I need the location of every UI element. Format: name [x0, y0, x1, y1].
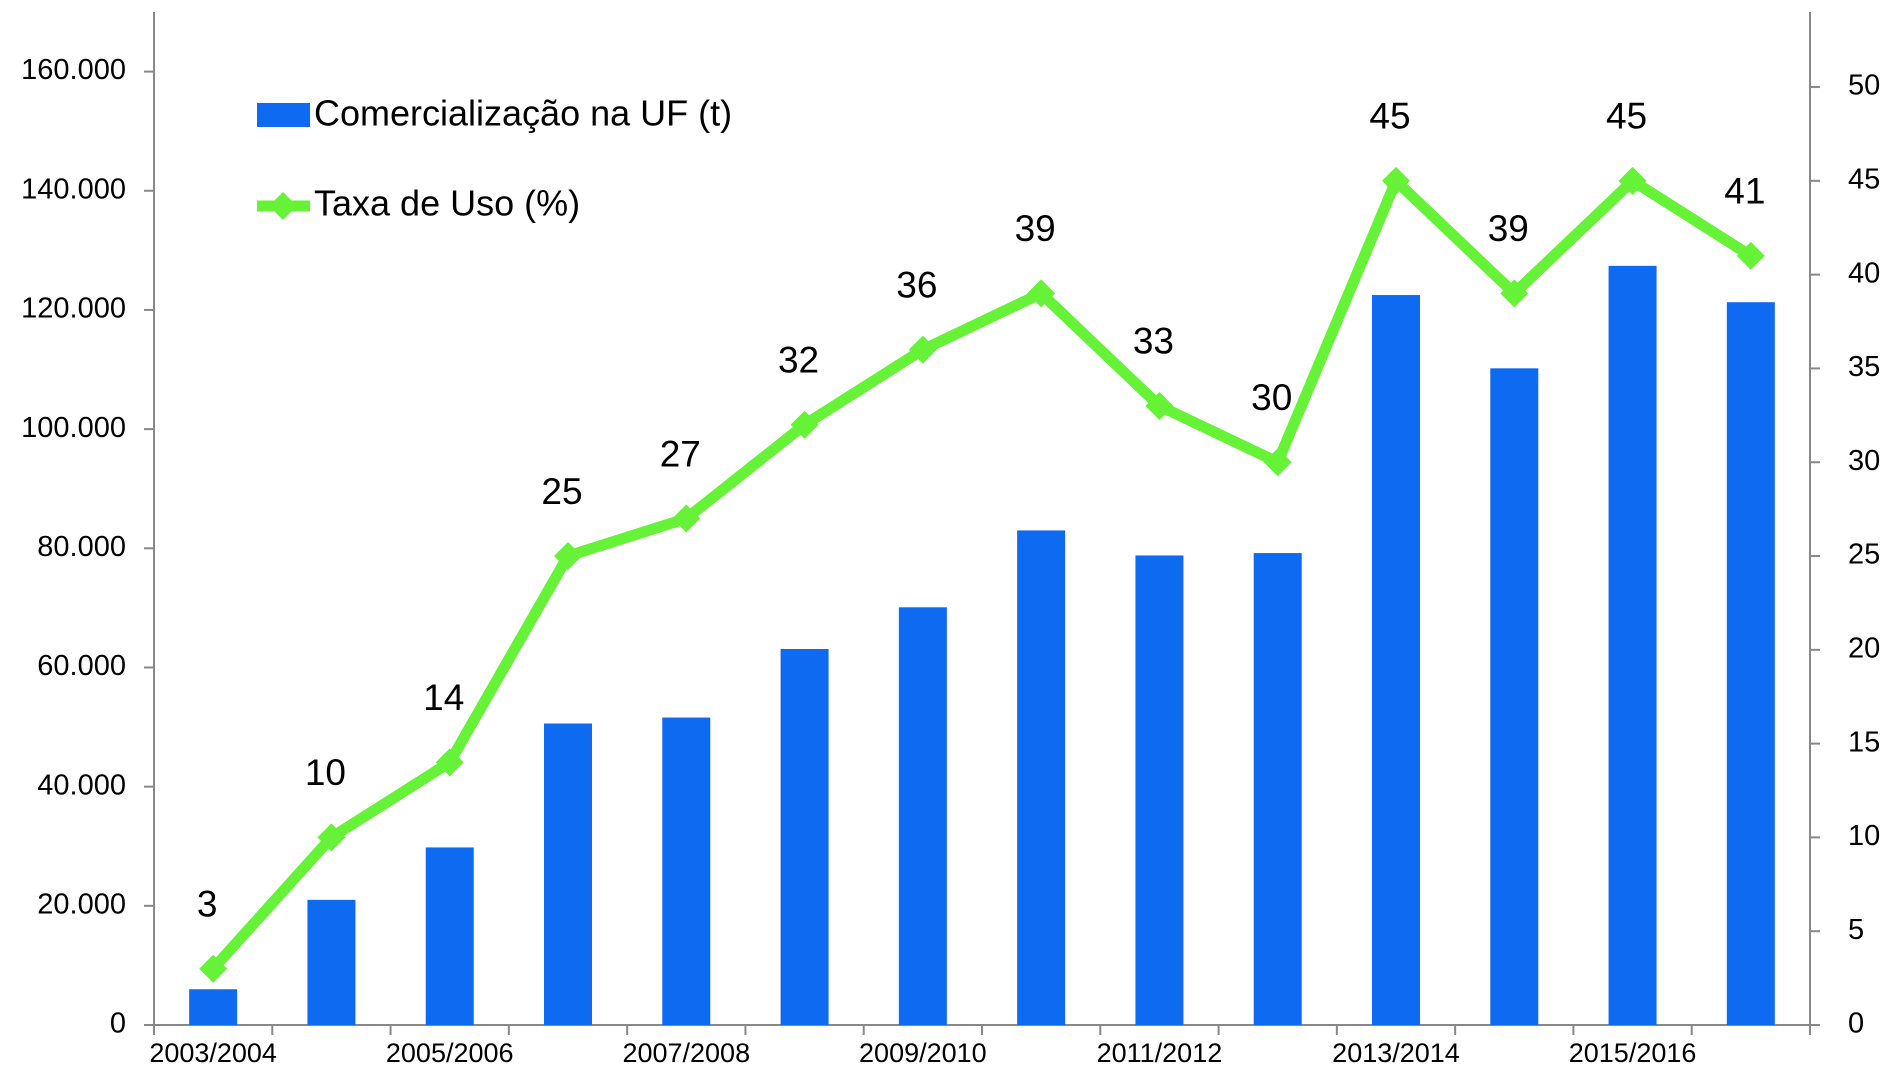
line-marker — [199, 954, 228, 983]
data-label: 25 — [541, 471, 582, 512]
legend-marker — [269, 192, 297, 220]
y2-tick-label: 35 — [1848, 351, 1880, 383]
line-marker — [1382, 166, 1410, 195]
bar — [544, 723, 592, 1025]
bar — [307, 899, 356, 1025]
x-tick-label: 2013/2014 — [1332, 1038, 1460, 1068]
y2-tick-label: 50 — [1848, 70, 1880, 102]
data-label: 45 — [1606, 96, 1647, 137]
y-tick-label: 0 — [110, 1008, 126, 1040]
line-marker — [790, 410, 819, 439]
bar — [898, 607, 947, 1025]
y2-tick-label: 30 — [1848, 445, 1880, 477]
y2-tick-label: 40 — [1848, 257, 1880, 289]
line-marker — [1618, 166, 1647, 195]
x-tick-label: 2011/2012 — [1097, 1038, 1223, 1068]
data-label: 36 — [896, 264, 937, 305]
line-marker — [1027, 279, 1056, 308]
bar — [189, 989, 238, 1025]
data-label: 33 — [1133, 321, 1174, 362]
x-tick-label: 2005/2006 — [386, 1038, 514, 1068]
y-tick-label: 140.000 — [21, 173, 126, 205]
bar — [662, 717, 711, 1025]
x-tick-label: 2009/2010 — [859, 1038, 987, 1068]
bar — [1017, 530, 1066, 1025]
bar — [1608, 265, 1657, 1025]
line-marker — [1500, 279, 1529, 308]
bar — [780, 648, 829, 1025]
y-tick-label: 160.000 — [21, 54, 126, 86]
data-label: 45 — [1369, 96, 1410, 137]
line-marker — [1736, 241, 1765, 270]
y-tick-label: 40.000 — [37, 769, 126, 801]
data-label: 30 — [1251, 377, 1292, 418]
data-label: 39 — [1015, 208, 1056, 249]
x-tick-label: 2007/2008 — [622, 1038, 750, 1068]
data-label: 27 — [660, 433, 701, 474]
line-marker — [435, 748, 464, 777]
bar — [1490, 368, 1539, 1025]
legend-label: Comercialização na UF (t) — [314, 93, 732, 134]
y2-tick-label: 20 — [1848, 632, 1880, 664]
y2-tick-label: 15 — [1848, 726, 1880, 758]
y2-tick-label: 10 — [1848, 820, 1880, 852]
data-label: 10 — [305, 752, 346, 793]
line-marker — [1263, 448, 1292, 477]
line-marker — [672, 504, 701, 533]
y-tick-label: 60.000 — [37, 650, 126, 682]
y-tick-label: 20.000 — [37, 888, 126, 920]
x-tick-label: 2015/2016 — [1569, 1038, 1697, 1068]
line — [209, 175, 1754, 973]
bar — [1135, 555, 1184, 1025]
data-label: 32 — [778, 339, 819, 380]
bar — [1253, 553, 1302, 1025]
data-label: 3 — [197, 884, 218, 925]
y2-tick-label: 25 — [1848, 539, 1880, 571]
line-marker — [1145, 391, 1174, 420]
data-label: 39 — [1488, 208, 1529, 249]
legend-label: Taxa de Uso (%) — [314, 183, 580, 224]
line-marker — [317, 823, 346, 852]
legend-swatch — [257, 103, 310, 127]
y-tick-label: 100.000 — [21, 412, 126, 444]
y-tick-label: 120.000 — [21, 293, 126, 325]
line-marker — [554, 542, 582, 571]
bar — [425, 847, 474, 1025]
x-tick-label: 2003/2004 — [149, 1038, 277, 1068]
line-marker — [908, 335, 937, 364]
y-tick-label: 80.000 — [37, 531, 126, 563]
y2-tick-label: 5 — [1848, 914, 1864, 946]
data-label: 14 — [423, 677, 464, 718]
y2-tick-label: 0 — [1848, 1008, 1864, 1040]
bar — [1372, 295, 1420, 1025]
data-label: 41 — [1724, 171, 1765, 212]
bar — [1726, 302, 1775, 1025]
y2-tick-label: 45 — [1848, 163, 1880, 195]
